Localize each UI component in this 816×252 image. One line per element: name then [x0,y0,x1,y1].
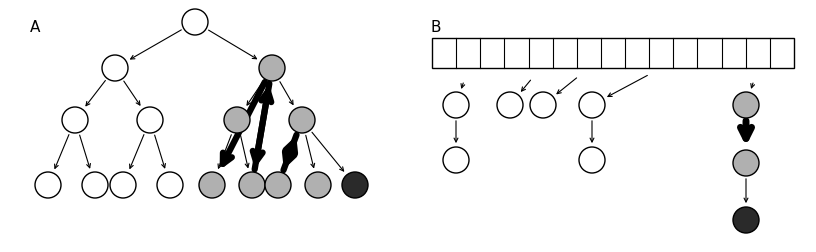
Circle shape [579,92,605,118]
Circle shape [289,107,315,133]
Text: A: A [30,20,40,35]
Bar [432,38,794,68]
Circle shape [110,172,136,198]
Text: B: B [430,20,441,35]
Circle shape [733,150,759,176]
Circle shape [733,92,759,118]
Circle shape [265,172,291,198]
Circle shape [443,147,469,173]
Circle shape [137,107,163,133]
Circle shape [733,207,759,233]
Circle shape [102,55,128,81]
Circle shape [182,9,208,35]
Circle shape [224,107,250,133]
Circle shape [62,107,88,133]
Circle shape [579,147,605,173]
Circle shape [259,55,285,81]
Circle shape [305,172,331,198]
Circle shape [82,172,108,198]
Circle shape [35,172,61,198]
Circle shape [199,172,225,198]
Circle shape [443,92,469,118]
Circle shape [497,92,523,118]
Circle shape [239,172,265,198]
Circle shape [157,172,183,198]
Circle shape [530,92,556,118]
Circle shape [342,172,368,198]
